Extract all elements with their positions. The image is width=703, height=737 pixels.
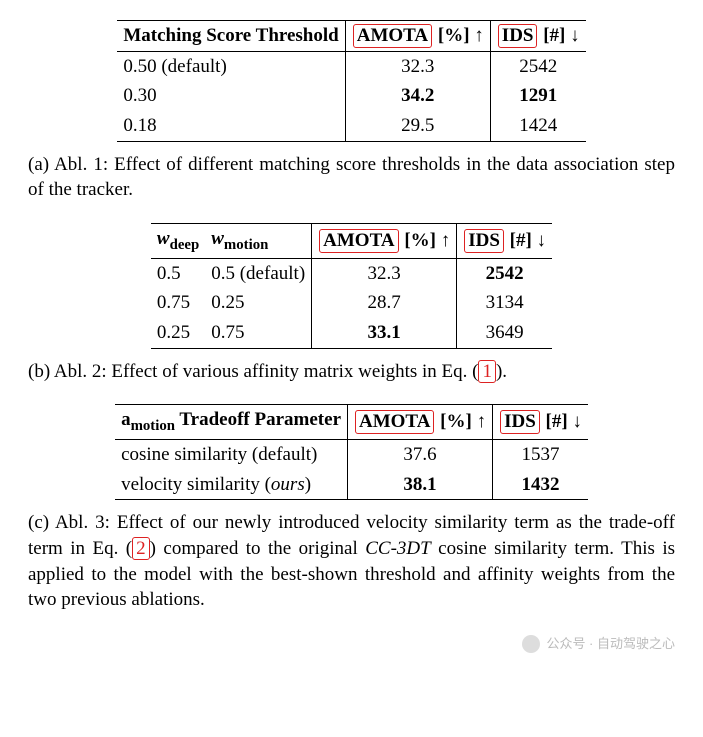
wmotion-sym: w <box>211 228 224 249</box>
eq-ref-2[interactable]: 2 <box>132 537 150 560</box>
amota-box: AMOTA <box>319 229 398 253</box>
amota-suffix: [%] ↑ <box>400 230 451 251</box>
t2-r0-c2: 0.5 (default) <box>205 258 311 288</box>
wechat-icon <box>522 635 540 653</box>
t1-r0-amota: 32.3 <box>345 51 490 81</box>
caption-3: (c) Abl. 3: Effect of our newly introduc… <box>28 510 675 613</box>
table-row: 0.50 (default) 32.3 2542 <box>117 51 585 81</box>
eq-ref-1[interactable]: 1 <box>478 360 496 383</box>
t2-header-wdeep: wdeep <box>151 223 205 258</box>
t2-r2-c2: 0.75 <box>205 318 311 348</box>
caption-2: (b) Abl. 2: Effect of various affinity m… <box>28 359 675 385</box>
ids-suffix: [#] ↓ <box>541 411 582 432</box>
wdeep-sym: w <box>157 228 170 249</box>
t1-header-threshold: Matching Score Threshold <box>117 21 345 52</box>
table-2: wdeep wmotion AMOTA [%] ↑ IDS [#] ↓ 0.5 … <box>151 223 552 349</box>
t2-header-wmotion: wmotion <box>205 223 311 258</box>
t3-header-ids: IDS [#] ↓ <box>493 405 588 440</box>
t1-r2-amota: 29.5 <box>345 111 490 141</box>
table-3-table: amotion Tradeoff Parameter AMOTA [%] ↑ I… <box>115 404 588 500</box>
t3-r0-ids: 1537 <box>493 439 588 469</box>
t1-r0-ids: 2542 <box>490 51 585 81</box>
t2-r0-c1: 0.5 <box>151 258 205 288</box>
caption-1: (a) Abl. 1: Effect of different matching… <box>28 152 675 203</box>
t1-r1-amota: 34.2 <box>345 81 490 111</box>
t2-r2-ids: 3649 <box>457 318 552 348</box>
ids-box: IDS <box>500 410 540 434</box>
amota-box: AMOTA <box>353 24 432 48</box>
ids-box: IDS <box>498 24 538 48</box>
t2-r2-c1: 0.25 <box>151 318 205 348</box>
wmotion-sub: motion <box>224 237 268 253</box>
wdeep-sub: deep <box>170 237 200 253</box>
t2-r0-ids: 2542 <box>457 258 552 288</box>
table-row: 0.18 29.5 1424 <box>117 111 585 141</box>
t3-r0-amota: 37.6 <box>348 439 493 469</box>
t2-r1-amota: 28.7 <box>312 288 457 318</box>
t2-header-amota: AMOTA [%] ↑ <box>312 223 457 258</box>
table-3: amotion Tradeoff Parameter AMOTA [%] ↑ I… <box>115 404 588 500</box>
amota-suffix: [%] ↑ <box>433 25 484 46</box>
t2-r1-c2: 0.25 <box>205 288 311 318</box>
t2-r1-ids: 3134 <box>457 288 552 318</box>
t1-header-ids: IDS [#] ↓ <box>490 21 585 52</box>
ids-suffix: [#] ↓ <box>538 25 579 46</box>
t3-r1-c1: velocity similarity (ours) <box>115 470 347 500</box>
table-1: Matching Score Threshold AMOTA [%] ↑ IDS… <box>117 20 585 142</box>
t1-r0-c1: 0.50 (default) <box>117 51 345 81</box>
t1-r1-c1: 0.30 <box>117 81 345 111</box>
t2-header-ids: IDS [#] ↓ <box>457 223 552 258</box>
t2-r2-amota: 33.1 <box>312 318 457 348</box>
t3-r1-c1b: ours <box>271 474 305 495</box>
t3-r0-c1: cosine similarity (default) <box>115 439 347 469</box>
table-row: 0.75 0.25 28.7 3134 <box>151 288 552 318</box>
ids-box: IDS <box>464 229 504 253</box>
amotion-sym: a <box>121 409 131 430</box>
table-2-table: wdeep wmotion AMOTA [%] ↑ IDS [#] ↓ 0.5 … <box>151 223 552 349</box>
caption-3-italic: CC-3DT <box>365 538 430 559</box>
watermark-text: 公众号 · 自动驾驶之心 <box>546 635 675 653</box>
table-1-table: Matching Score Threshold AMOTA [%] ↑ IDS… <box>117 20 585 142</box>
t3-col1-rest: Tradeoff Parameter <box>175 409 341 430</box>
caption-2-text: (b) Abl. 2: Effect of various affinity m… <box>28 361 478 382</box>
t3-r1-ids: 1432 <box>493 470 588 500</box>
t2-r0-amota: 32.3 <box>312 258 457 288</box>
caption-3-mid: ) compared to the original <box>150 538 366 559</box>
t2-r1-c1: 0.75 <box>151 288 205 318</box>
t1-r1-ids: 1291 <box>490 81 585 111</box>
amotion-sub: motion <box>131 418 175 434</box>
t3-r1-amota: 38.1 <box>348 470 493 500</box>
t1-r2-c1: 0.18 <box>117 111 345 141</box>
watermark: 公众号 · 自动驾驶之心 <box>522 635 675 653</box>
amota-box: AMOTA <box>355 410 434 434</box>
table-row: 0.25 0.75 33.1 3649 <box>151 318 552 348</box>
t1-r2-ids: 1424 <box>490 111 585 141</box>
ids-suffix: [#] ↓ <box>505 230 546 251</box>
t1-header-amota: AMOTA [%] ↑ <box>345 21 490 52</box>
t3-header-amota: AMOTA [%] ↑ <box>348 405 493 440</box>
caption-2-after: ). <box>496 361 507 382</box>
table-row: 0.5 0.5 (default) 32.3 2542 <box>151 258 552 288</box>
amota-suffix: [%] ↑ <box>435 411 486 432</box>
t3-r1-c1a: velocity similarity ( <box>121 474 271 495</box>
t3-r1-c1c: ) <box>305 474 311 495</box>
table-row: 0.30 34.2 1291 <box>117 81 585 111</box>
table-row: velocity similarity (ours) 38.1 1432 <box>115 470 588 500</box>
table-row: cosine similarity (default) 37.6 1537 <box>115 439 588 469</box>
t3-header-param: amotion Tradeoff Parameter <box>115 405 347 440</box>
